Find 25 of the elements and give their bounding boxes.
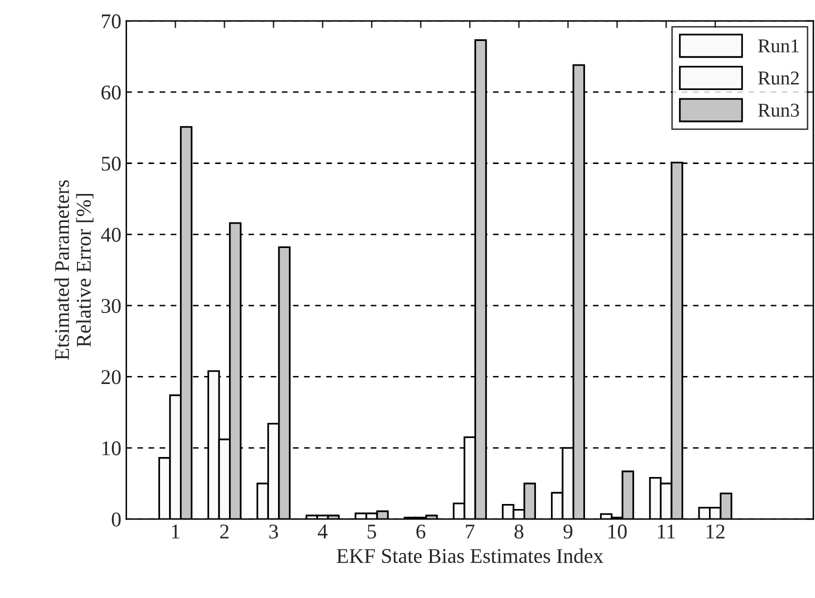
x-tick-label: 7 [466, 524, 474, 538]
x-tick-label: 3 [269, 524, 278, 539]
x-axis-title: EKF State Bias Estimates Index [336, 548, 604, 564]
legend-label: Run2 [758, 72, 799, 85]
y-tick-label: 20 [102, 370, 121, 384]
y-tick-label: 50 [102, 156, 121, 171]
x-tick-label: 8 [514, 524, 524, 539]
x-tick-label: 5 [368, 524, 376, 539]
x-tick-label: 10 [608, 524, 627, 539]
y-tick-label: 10 [102, 441, 121, 456]
x-tick-label: 2 [220, 524, 229, 538]
y-tick-label: 40 [101, 228, 121, 242]
x-tick-label: 12 [706, 524, 724, 538]
x-tick-label: 11 [658, 524, 675, 538]
x-tick-label: 6 [416, 524, 426, 539]
y-tick-label: 60 [102, 85, 121, 100]
y-tick-label: 0 [112, 512, 121, 526]
legend-label: Run3 [758, 104, 799, 117]
legend-label: Run1 [758, 39, 799, 52]
x-tick-label: 1 [172, 524, 180, 538]
y-tick-label: 30 [102, 298, 121, 314]
x-tick-label: 4 [318, 524, 328, 538]
x-tick-label: 9 [563, 524, 572, 539]
y-tick-label: 70 [102, 14, 121, 28]
y-axis-title: Etsimated Parameters Relative Error [%] [54, 180, 94, 360]
